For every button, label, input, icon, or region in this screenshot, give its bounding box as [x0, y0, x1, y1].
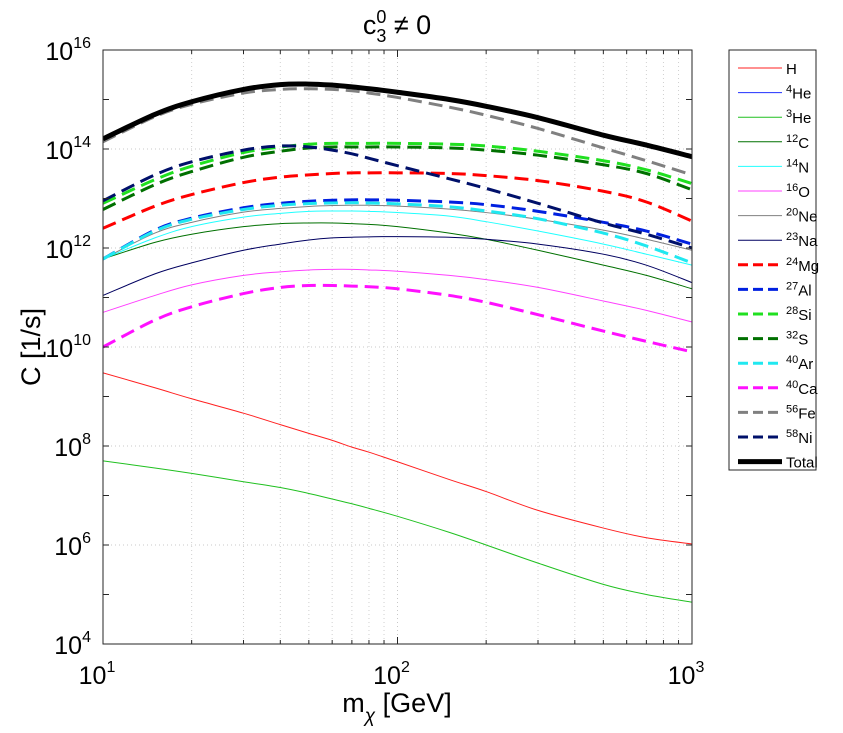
- legend-item-12c: 12C: [738, 133, 809, 152]
- plot-area: [102, 49, 693, 645]
- legend-item-58ni: 58Ni: [738, 428, 812, 447]
- legend-label: 3He: [786, 108, 811, 127]
- legend-item-28si: 28Si: [738, 305, 812, 324]
- legend-label: 14N: [786, 157, 809, 176]
- legend-label: 16O: [786, 182, 810, 201]
- legend-item-3he: 3He: [738, 108, 811, 127]
- y-tick-label: 106: [54, 530, 91, 561]
- legend-item-4he: 4He: [738, 84, 811, 103]
- y-tick-label: 1016: [45, 35, 91, 66]
- legend-label: 40Ca: [786, 379, 818, 398]
- series-line-total: [103, 81, 692, 160]
- legend-label: 40Ar: [786, 354, 813, 373]
- series-line-3he: [103, 460, 692, 603]
- y-tick-label: 1012: [45, 233, 91, 264]
- legend-label: 58Ni: [786, 428, 812, 447]
- series-line-20ne: [103, 204, 692, 260]
- x-tick-label: 101: [79, 659, 116, 690]
- legend-item-32s: 32S: [738, 330, 808, 349]
- legend-item-h: H: [738, 61, 797, 78]
- chart-title: c30 ≠ 0: [363, 7, 431, 46]
- legend-item-23na: 23Na: [738, 231, 818, 250]
- x-axis-label: mχ [GeV]: [342, 688, 451, 727]
- legend-item-56fe: 56Fe: [738, 403, 816, 422]
- legend-items: H 4He 3He 12C 14N 16O 20Ne 23Na 24Mg 27Al 28Si 32S 4…: [738, 61, 819, 472]
- x-tick-labels: 101 102 103: [79, 659, 705, 690]
- series-lines: [103, 81, 692, 603]
- series-line-23na: [103, 236, 692, 296]
- legend-label: Total: [786, 455, 818, 472]
- legend-label: H: [786, 61, 797, 78]
- legend-item-14n: 14N: [738, 157, 809, 176]
- legend-item-40ar: 40Ar: [738, 354, 813, 373]
- y-axis-label: C [1/s]: [16, 308, 46, 386]
- y-tick-label: 108: [54, 431, 91, 462]
- legend-label: 27Al: [786, 280, 812, 299]
- series-line-56fe: [103, 87, 692, 177]
- series-line-12c: [103, 222, 692, 290]
- xlabel-subscript: χ: [363, 706, 376, 727]
- legend-label: 32S: [786, 330, 808, 349]
- legend-label: 12C: [786, 133, 809, 152]
- series-line-14n: [103, 210, 692, 266]
- title-subscript: 3: [376, 26, 386, 46]
- axes-box: [102, 49, 693, 645]
- legend-item-24mg: 24Mg: [738, 256, 819, 275]
- title-rest: ≠ 0: [386, 10, 431, 40]
- y-tick-label: 1014: [45, 134, 91, 165]
- series-line-58ni: [103, 144, 692, 250]
- y-tick-label: 104: [54, 629, 91, 660]
- legend-label: 23Na: [786, 231, 818, 250]
- series-line-16o: [103, 268, 692, 323]
- legend-item-27al: 27Al: [738, 280, 812, 299]
- legend-label: 4He: [786, 84, 811, 103]
- legend-item-16o: 16O: [738, 182, 810, 201]
- title-base: c: [363, 10, 377, 40]
- x-tick-label: 103: [668, 659, 705, 690]
- legend-label: 28Si: [786, 305, 812, 324]
- legend: H 4He 3He 12C 14N 16O 20Ne 23Na 24Mg 27Al 28Si 32S 4…: [728, 49, 819, 472]
- series-line-40ca: [103, 283, 692, 354]
- legend-item-20ne: 20Ne: [738, 207, 817, 226]
- xlabel-base: m: [342, 688, 365, 718]
- xlabel-rest: [GeV]: [375, 688, 452, 718]
- legend-label: 24Mg: [786, 256, 819, 275]
- y-tick-labels: 104 106 108 1010 1012 1014 1016: [45, 35, 91, 660]
- legend-label: 56Fe: [786, 403, 816, 422]
- title-superscript: 0: [376, 7, 386, 27]
- legend-item-total: Total: [738, 455, 818, 472]
- series-line-h: [103, 372, 692, 545]
- legend-item-40ca: 40Ca: [738, 379, 818, 398]
- legend-label: 20Ne: [786, 207, 817, 226]
- legend-box: [728, 49, 817, 471]
- x-tick-label: 102: [373, 659, 410, 690]
- y-tick-label: 1010: [45, 332, 91, 363]
